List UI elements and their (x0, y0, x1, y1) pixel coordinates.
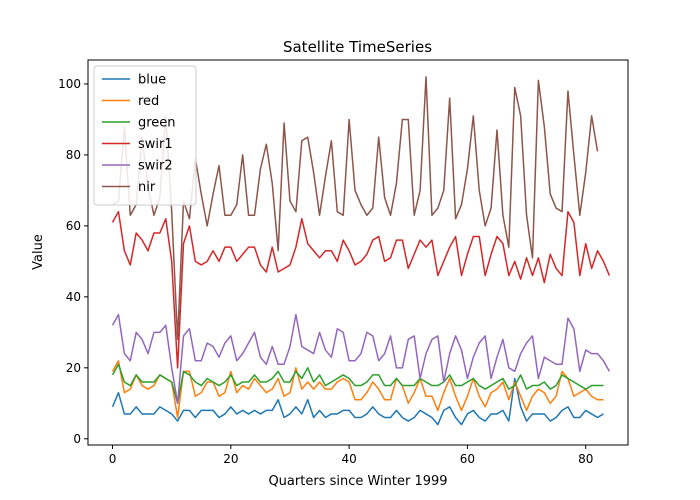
y-tick-label: 20 (66, 361, 81, 375)
legend: blue red green swir1 swir2 nir (93, 65, 197, 206)
y-tick-label: 40 (66, 290, 81, 304)
x-tick-label: 20 (223, 452, 238, 466)
y-tick-label: 80 (66, 148, 81, 162)
series-line-red (111, 359, 604, 419)
x-tick-label: 60 (460, 452, 475, 466)
series-line-swir2 (111, 313, 611, 405)
y-tick-label: 100 (58, 77, 81, 91)
y-axis-label: Value (31, 234, 46, 270)
x-tick-label: 40 (341, 452, 356, 466)
series-line-swir1 (111, 210, 611, 369)
chart-title: Satellite TimeSeries (283, 38, 432, 56)
x-axis-ticks: 0 20 40 60 80 (109, 445, 593, 466)
x-axis-label: Quarters since Winter 1999 (268, 474, 447, 489)
y-tick-label: 60 (66, 219, 81, 233)
legend-label-swir1: swir1 (138, 137, 173, 152)
legend-label-blue: blue (138, 73, 166, 88)
legend-label-green: green (138, 116, 176, 131)
y-tick-label: 0 (73, 432, 81, 446)
legend-label-nir: nir (138, 180, 156, 195)
legend-label-swir2: swir2 (138, 159, 173, 174)
y-axis-ticks: 0 20 40 60 80 100 (58, 77, 88, 446)
series-line-blue (111, 377, 604, 426)
x-tick-label: 0 (109, 452, 117, 466)
x-tick-label: 80 (578, 452, 593, 466)
series-line-green (111, 363, 604, 405)
plot-area-frame (87, 59, 629, 446)
legend-label-red: red (138, 94, 159, 109)
